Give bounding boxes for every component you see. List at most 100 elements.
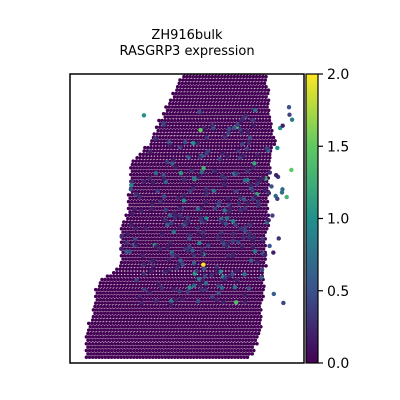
spot: [183, 135, 187, 140]
spot: [187, 297, 191, 302]
spot: [162, 223, 166, 228]
spot: [183, 149, 187, 153]
spot: [138, 152, 142, 157]
spot: [148, 314, 153, 319]
spot: [197, 74, 202, 79]
spot: [146, 213, 151, 217]
spot: [178, 304, 183, 309]
expression-spot: [201, 235, 206, 240]
spot: [231, 91, 235, 96]
spot: [173, 247, 177, 251]
expression-spot: [232, 285, 238, 290]
spot: [260, 98, 264, 102]
spot: [162, 142, 166, 146]
spot: [228, 281, 232, 285]
spot: [233, 335, 237, 339]
spot: [233, 247, 237, 251]
spot: [211, 308, 216, 312]
spot: [115, 274, 119, 278]
spot: [260, 189, 264, 194]
spot: [223, 355, 228, 359]
spot: [101, 325, 105, 329]
spot: [239, 61, 243, 65]
spot: [220, 341, 224, 346]
spot: [220, 95, 224, 99]
expression-spot: [221, 299, 226, 305]
spot: [208, 308, 213, 312]
spot: [261, 152, 266, 157]
spot: [135, 335, 139, 339]
spot: [236, 335, 240, 339]
spot: [200, 210, 205, 214]
expression-spot: [234, 277, 240, 283]
spot: [197, 264, 202, 268]
spot: [241, 65, 245, 69]
spot: [144, 348, 149, 353]
spot: [118, 267, 122, 272]
spot: [89, 345, 93, 349]
spot: [151, 247, 155, 251]
spot: [264, 159, 268, 163]
spot: [144, 355, 149, 359]
expression-spot: [255, 153, 260, 158]
spot: [150, 301, 155, 305]
spot: [157, 226, 162, 231]
spot: [181, 128, 186, 133]
spot: [162, 213, 166, 217]
spot: [165, 128, 170, 133]
spot: [103, 335, 108, 339]
spot: [251, 74, 256, 79]
expression-spot: [198, 215, 204, 221]
spot: [97, 308, 102, 312]
expression-spot: [220, 151, 225, 156]
expression-spot: [226, 202, 231, 208]
spot: [181, 267, 185, 272]
spot: [105, 304, 110, 309]
spot: [249, 179, 253, 184]
expression-spot: [256, 203, 261, 208]
spot: [197, 196, 202, 201]
spot: [263, 78, 268, 82]
expression-spot: [250, 237, 255, 243]
spot: [103, 355, 108, 359]
expression-spot: [234, 171, 239, 176]
spot: [167, 206, 172, 211]
expression-spot: [142, 179, 147, 184]
spot: [201, 318, 205, 322]
spot: [178, 321, 183, 326]
spot: [189, 226, 193, 231]
spot: [261, 115, 265, 119]
spot: [159, 139, 164, 143]
spot: [205, 105, 209, 109]
spot: [190, 291, 194, 295]
spot: [256, 122, 261, 126]
expression-spot: [237, 195, 243, 200]
spot: [198, 186, 203, 190]
spot: [231, 213, 236, 217]
spot: [204, 172, 209, 177]
spot: [205, 308, 209, 312]
spot: [150, 355, 155, 359]
spot: [184, 297, 188, 302]
spot: [148, 193, 153, 197]
spot: [227, 325, 232, 329]
spot: [124, 213, 128, 217]
spot: [214, 247, 218, 251]
spot: [214, 226, 218, 231]
spot: [204, 84, 208, 89]
spot: [156, 230, 160, 234]
spot: [261, 216, 266, 221]
spot: [219, 223, 223, 228]
spot: [215, 145, 220, 150]
spot: [250, 213, 255, 217]
spot: [152, 162, 157, 167]
spot: [197, 257, 201, 261]
spot: [109, 321, 113, 326]
spot: [185, 172, 190, 177]
spot: [225, 78, 230, 82]
spot: [179, 186, 184, 190]
spot: [182, 155, 187, 160]
spot: [199, 345, 204, 349]
spot: [148, 216, 152, 221]
spot: [158, 149, 162, 153]
